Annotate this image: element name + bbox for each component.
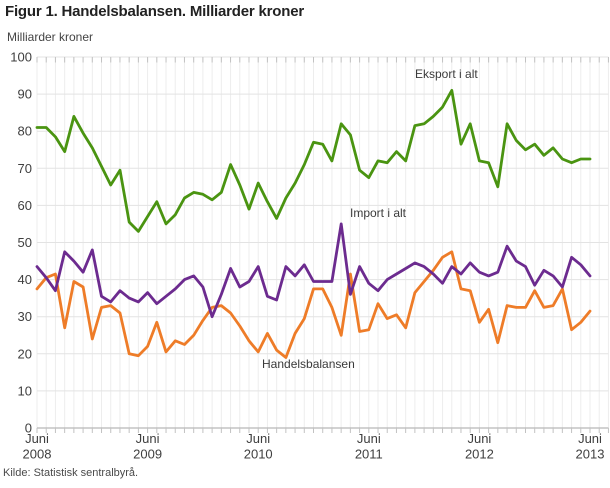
y-tick-label: 100 — [10, 50, 32, 65]
y-tick-label: 30 — [18, 309, 32, 324]
series-line-import-i-alt — [35, 222, 592, 319]
x-tick-label-month: Juni — [136, 431, 160, 446]
y-tick-label: 70 — [18, 161, 32, 176]
y-tick-label: 0 — [25, 421, 32, 436]
y-tick-label: 20 — [18, 346, 32, 361]
x-tick-label-year: 2013 — [576, 447, 605, 462]
y-axis-unit-label: Milliarder kroner — [7, 30, 94, 44]
y-tick-label: 80 — [18, 124, 32, 139]
x-tick-label-month: Juni — [467, 431, 491, 446]
x-tick-label-year: 2010 — [244, 447, 273, 462]
series-label-handelsbalansen: Handelsbalansen — [262, 357, 355, 371]
y-tick-label: 40 — [18, 272, 32, 287]
x-tick-label-month: Juni — [578, 431, 602, 446]
x-tick-label-year: 2012 — [465, 447, 494, 462]
series-label-eksport: Eksport i alt — [415, 67, 478, 81]
source-note: Kilde: Statistisk sentralbyrå. — [3, 467, 139, 479]
x-tick-label-month: Juni — [25, 431, 49, 446]
figure-title: Figur 1. Handelsbalansen. Milliarder kro… — [5, 3, 304, 20]
x-tick-label-year: 2011 — [355, 447, 383, 462]
series-label-import: Import i alt — [350, 206, 407, 220]
x-tick-label-month: Juni — [246, 431, 270, 446]
trade-balance-line-chart: 0102030405060708090100Juni2008Juni2009Ju… — [10, 50, 609, 462]
x-tick-label-year: 2008 — [23, 447, 52, 462]
y-tick-label: 50 — [18, 235, 32, 250]
y-tick-label: 10 — [18, 383, 32, 398]
x-tick-label-year: 2009 — [133, 447, 162, 462]
series-line-eksport-i-alt — [35, 89, 592, 233]
x-tick-label-month: Juni — [357, 431, 381, 446]
y-tick-label: 60 — [18, 198, 32, 213]
y-tick-label: 90 — [18, 87, 32, 102]
series-line-handelsbalansen — [35, 250, 592, 359]
